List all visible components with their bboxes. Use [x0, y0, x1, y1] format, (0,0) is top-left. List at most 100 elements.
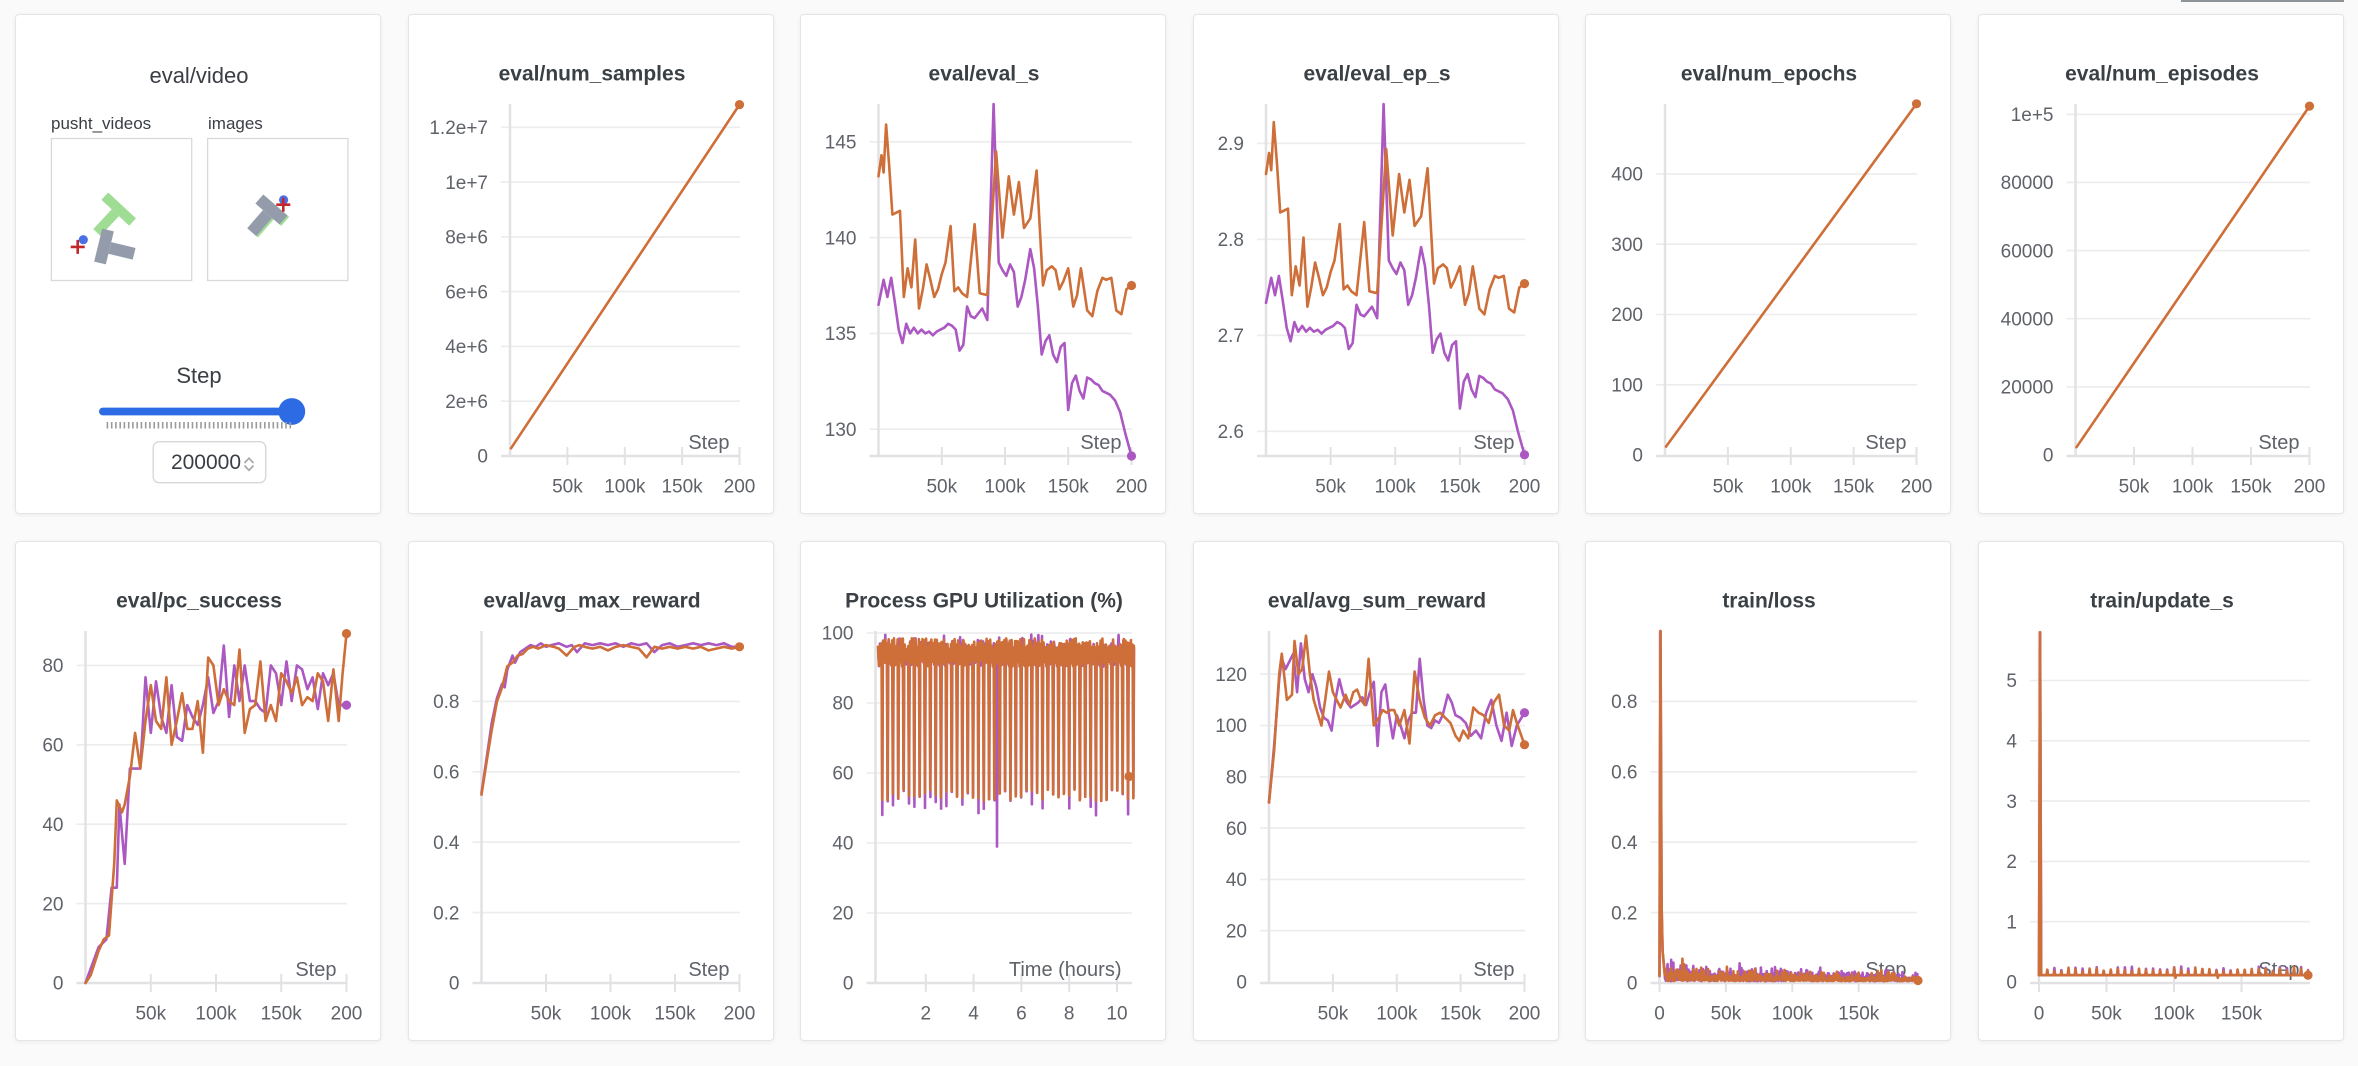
svg-text:150k: 150k — [261, 1004, 303, 1025]
svg-text:0.6: 0.6 — [1611, 763, 1637, 784]
svg-text:4: 4 — [2006, 732, 2017, 753]
svg-text:80: 80 — [1226, 768, 1247, 789]
svg-text:Step: Step — [1473, 432, 1514, 454]
svg-text:200: 200 — [723, 1004, 755, 1025]
svg-text:100k: 100k — [1374, 477, 1416, 498]
svg-text:200: 200 — [1901, 477, 1933, 498]
svg-text:Step: Step — [176, 363, 221, 388]
svg-text:20000: 20000 — [2001, 378, 2054, 399]
svg-text:50k: 50k — [927, 477, 958, 498]
svg-text:Step: Step — [688, 432, 729, 454]
svg-text:60: 60 — [1226, 819, 1247, 840]
svg-text:1.2e+7: 1.2e+7 — [429, 118, 488, 139]
svg-text:0: 0 — [1655, 1004, 1666, 1025]
svg-text:200: 200 — [1508, 1004, 1540, 1025]
svg-text:200: 200 — [1508, 477, 1540, 498]
svg-text:40: 40 — [833, 834, 854, 855]
svg-text:1e+7: 1e+7 — [445, 173, 488, 194]
svg-text:300: 300 — [1612, 235, 1644, 256]
svg-text:20: 20 — [833, 904, 854, 925]
svg-text:2: 2 — [2006, 852, 2017, 873]
svg-text:Step: Step — [1081, 432, 1122, 454]
svg-text:Step: Step — [1866, 432, 1907, 454]
svg-text:60: 60 — [42, 736, 63, 757]
svg-text:0.4: 0.4 — [1611, 833, 1638, 854]
svg-text:eval/eval_ep_s: eval/eval_ep_s — [1303, 63, 1450, 86]
svg-text:20: 20 — [1226, 921, 1247, 942]
svg-text:pusht_videos: pusht_videos — [51, 114, 151, 133]
svg-text:Step: Step — [1473, 959, 1514, 981]
svg-text:2: 2 — [921, 1004, 932, 1025]
svg-text:6e+6: 6e+6 — [445, 282, 488, 303]
svg-text:0.8: 0.8 — [1611, 692, 1637, 713]
svg-text:400: 400 — [1612, 165, 1644, 186]
svg-text:8e+6: 8e+6 — [445, 228, 488, 249]
svg-text:2e+6: 2e+6 — [445, 392, 488, 413]
svg-text:50k: 50k — [530, 1004, 561, 1025]
svg-text:80: 80 — [833, 694, 854, 715]
svg-text:50k: 50k — [2091, 1004, 2122, 1025]
svg-text:eval/num_epochs: eval/num_epochs — [1681, 63, 1857, 86]
svg-text:60: 60 — [833, 764, 854, 785]
svg-text:130: 130 — [825, 420, 857, 441]
svg-text:200: 200 — [723, 477, 755, 498]
svg-text:4e+6: 4e+6 — [445, 337, 488, 358]
svg-text:150k: 150k — [654, 1004, 696, 1025]
svg-text:2.7: 2.7 — [1217, 326, 1243, 347]
svg-text:50k: 50k — [552, 477, 583, 498]
svg-text:100k: 100k — [1771, 477, 1813, 498]
svg-text:0.6: 0.6 — [433, 763, 459, 784]
svg-text:150k: 150k — [1439, 477, 1481, 498]
svg-text:150k: 150k — [2221, 1004, 2263, 1025]
svg-text:1: 1 — [2006, 912, 2017, 933]
svg-text:0.2: 0.2 — [433, 903, 459, 924]
svg-text:80000: 80000 — [2001, 173, 2054, 194]
svg-text:50k: 50k — [2119, 477, 2150, 498]
svg-text:eval/avg_max_reward: eval/avg_max_reward — [483, 590, 700, 613]
svg-text:100k: 100k — [604, 477, 646, 498]
svg-text:Step: Step — [688, 959, 729, 981]
svg-text:150k: 150k — [1838, 1004, 1880, 1025]
svg-text:images: images — [208, 114, 263, 133]
svg-text:40: 40 — [1226, 870, 1247, 891]
svg-text:100: 100 — [822, 624, 854, 645]
svg-text:2.9: 2.9 — [1217, 134, 1243, 155]
svg-text:100k: 100k — [1376, 1004, 1418, 1025]
svg-text:200: 200 — [1116, 477, 1148, 498]
svg-text:50k: 50k — [1315, 477, 1346, 498]
svg-text:145: 145 — [825, 133, 857, 154]
svg-text:6: 6 — [1016, 1004, 1027, 1025]
svg-text:200: 200 — [2294, 477, 2326, 498]
svg-text:100k: 100k — [2153, 1004, 2195, 1025]
svg-text:50k: 50k — [1317, 1004, 1348, 1025]
svg-text:0: 0 — [1236, 973, 1247, 994]
svg-text:40: 40 — [42, 815, 63, 836]
svg-text:eval/avg_sum_reward: eval/avg_sum_reward — [1268, 590, 1486, 613]
svg-text:train/loss: train/loss — [1723, 590, 1816, 613]
svg-text:120: 120 — [1215, 665, 1247, 686]
svg-text:0: 0 — [477, 447, 488, 468]
svg-text:0: 0 — [449, 974, 460, 995]
svg-text:140: 140 — [825, 228, 857, 249]
svg-text:0.2: 0.2 — [1611, 903, 1637, 924]
svg-text:150k: 150k — [1440, 1004, 1482, 1025]
svg-text:100: 100 — [1612, 375, 1644, 396]
svg-text:0: 0 — [2043, 446, 2054, 467]
svg-text:200: 200 — [1612, 305, 1644, 326]
svg-text:135: 135 — [825, 324, 857, 345]
svg-text:1e+5: 1e+5 — [2011, 105, 2054, 126]
svg-text:eval/num_samples: eval/num_samples — [498, 63, 685, 86]
svg-text:train/update_s: train/update_s — [2090, 590, 2234, 613]
svg-text:150k: 150k — [2230, 477, 2272, 498]
svg-text:150k: 150k — [661, 477, 703, 498]
svg-text:Process GPU Utilization (%): Process GPU Utilization (%) — [845, 590, 1123, 613]
svg-text:200000: 200000 — [171, 451, 241, 474]
svg-text:0: 0 — [53, 974, 64, 995]
svg-text:100: 100 — [1215, 716, 1247, 737]
svg-text:4: 4 — [968, 1004, 979, 1025]
svg-text:50k: 50k — [1713, 477, 1744, 498]
svg-text:2.6: 2.6 — [1217, 422, 1243, 443]
svg-text:eval/eval_s: eval/eval_s — [929, 63, 1040, 86]
svg-text:0: 0 — [2034, 1004, 2045, 1025]
svg-text:100k: 100k — [589, 1004, 631, 1025]
